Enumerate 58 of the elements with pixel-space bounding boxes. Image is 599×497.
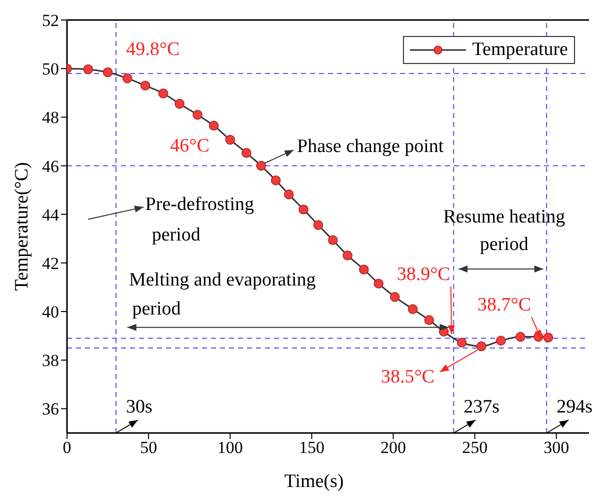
point [158,88,168,98]
point [424,315,434,325]
y-tick-label: 52 [42,11,59,30]
y-tick-label: 46 [42,156,59,176]
y-tick-label: 40 [42,302,59,322]
point [122,73,132,84]
point [390,292,400,302]
x-tick-label: 300 [544,438,570,458]
point [358,264,369,274]
point [328,235,338,246]
ref-line-label: 237s [464,396,500,418]
point [342,250,352,260]
x-tick-label: 0 [62,438,72,458]
annotation: 38.5°C [380,366,434,388]
annotation: Phase change point [297,136,444,157]
annotation: 49.8°C [126,38,180,60]
y-tick-label: 42 [42,254,59,273]
x-tick-label: 150 [298,438,324,458]
legend-label: Temperature [472,39,568,61]
point [313,220,324,230]
point [270,175,281,186]
y-tick-label: 36 [42,400,59,419]
point [496,336,506,346]
ref-line-label: 30s [126,396,152,418]
point [256,160,266,171]
x-tick-label: 250 [462,438,488,458]
x-tick-label: 100 [217,438,243,458]
point [242,148,252,158]
point [298,204,308,214]
y-axis-title: Temperature(°C) [12,162,32,291]
point [476,341,486,352]
x-axis-title: Time(s) [284,471,344,492]
point [83,64,94,74]
point [192,110,202,120]
ref-line-label: 294s [556,396,592,418]
point [543,332,554,342]
point [140,80,150,90]
annotation: 46°C [170,135,210,156]
point [208,120,219,131]
annotation: Resume heating period [443,206,566,256]
point [374,278,384,288]
point [102,67,113,78]
point [516,332,526,342]
point [456,338,467,348]
x-tick-label: 50 [140,438,158,458]
point [284,190,294,200]
point [408,304,418,314]
x-tick-label: 200 [380,438,406,458]
y-tick-label: 48 [42,108,59,128]
y-tick-label: 50 [42,60,59,79]
point [225,134,236,145]
annotation: Melting and evaporating period [128,269,316,320]
annotation: 38.9°C [396,264,450,285]
y-tick-label: 38 [42,351,59,370]
point [174,98,184,109]
annotation: 38.7°C [478,294,532,316]
annotation: Pre-defrosting period [145,194,254,246]
y-tick-label: 44 [42,205,60,224]
